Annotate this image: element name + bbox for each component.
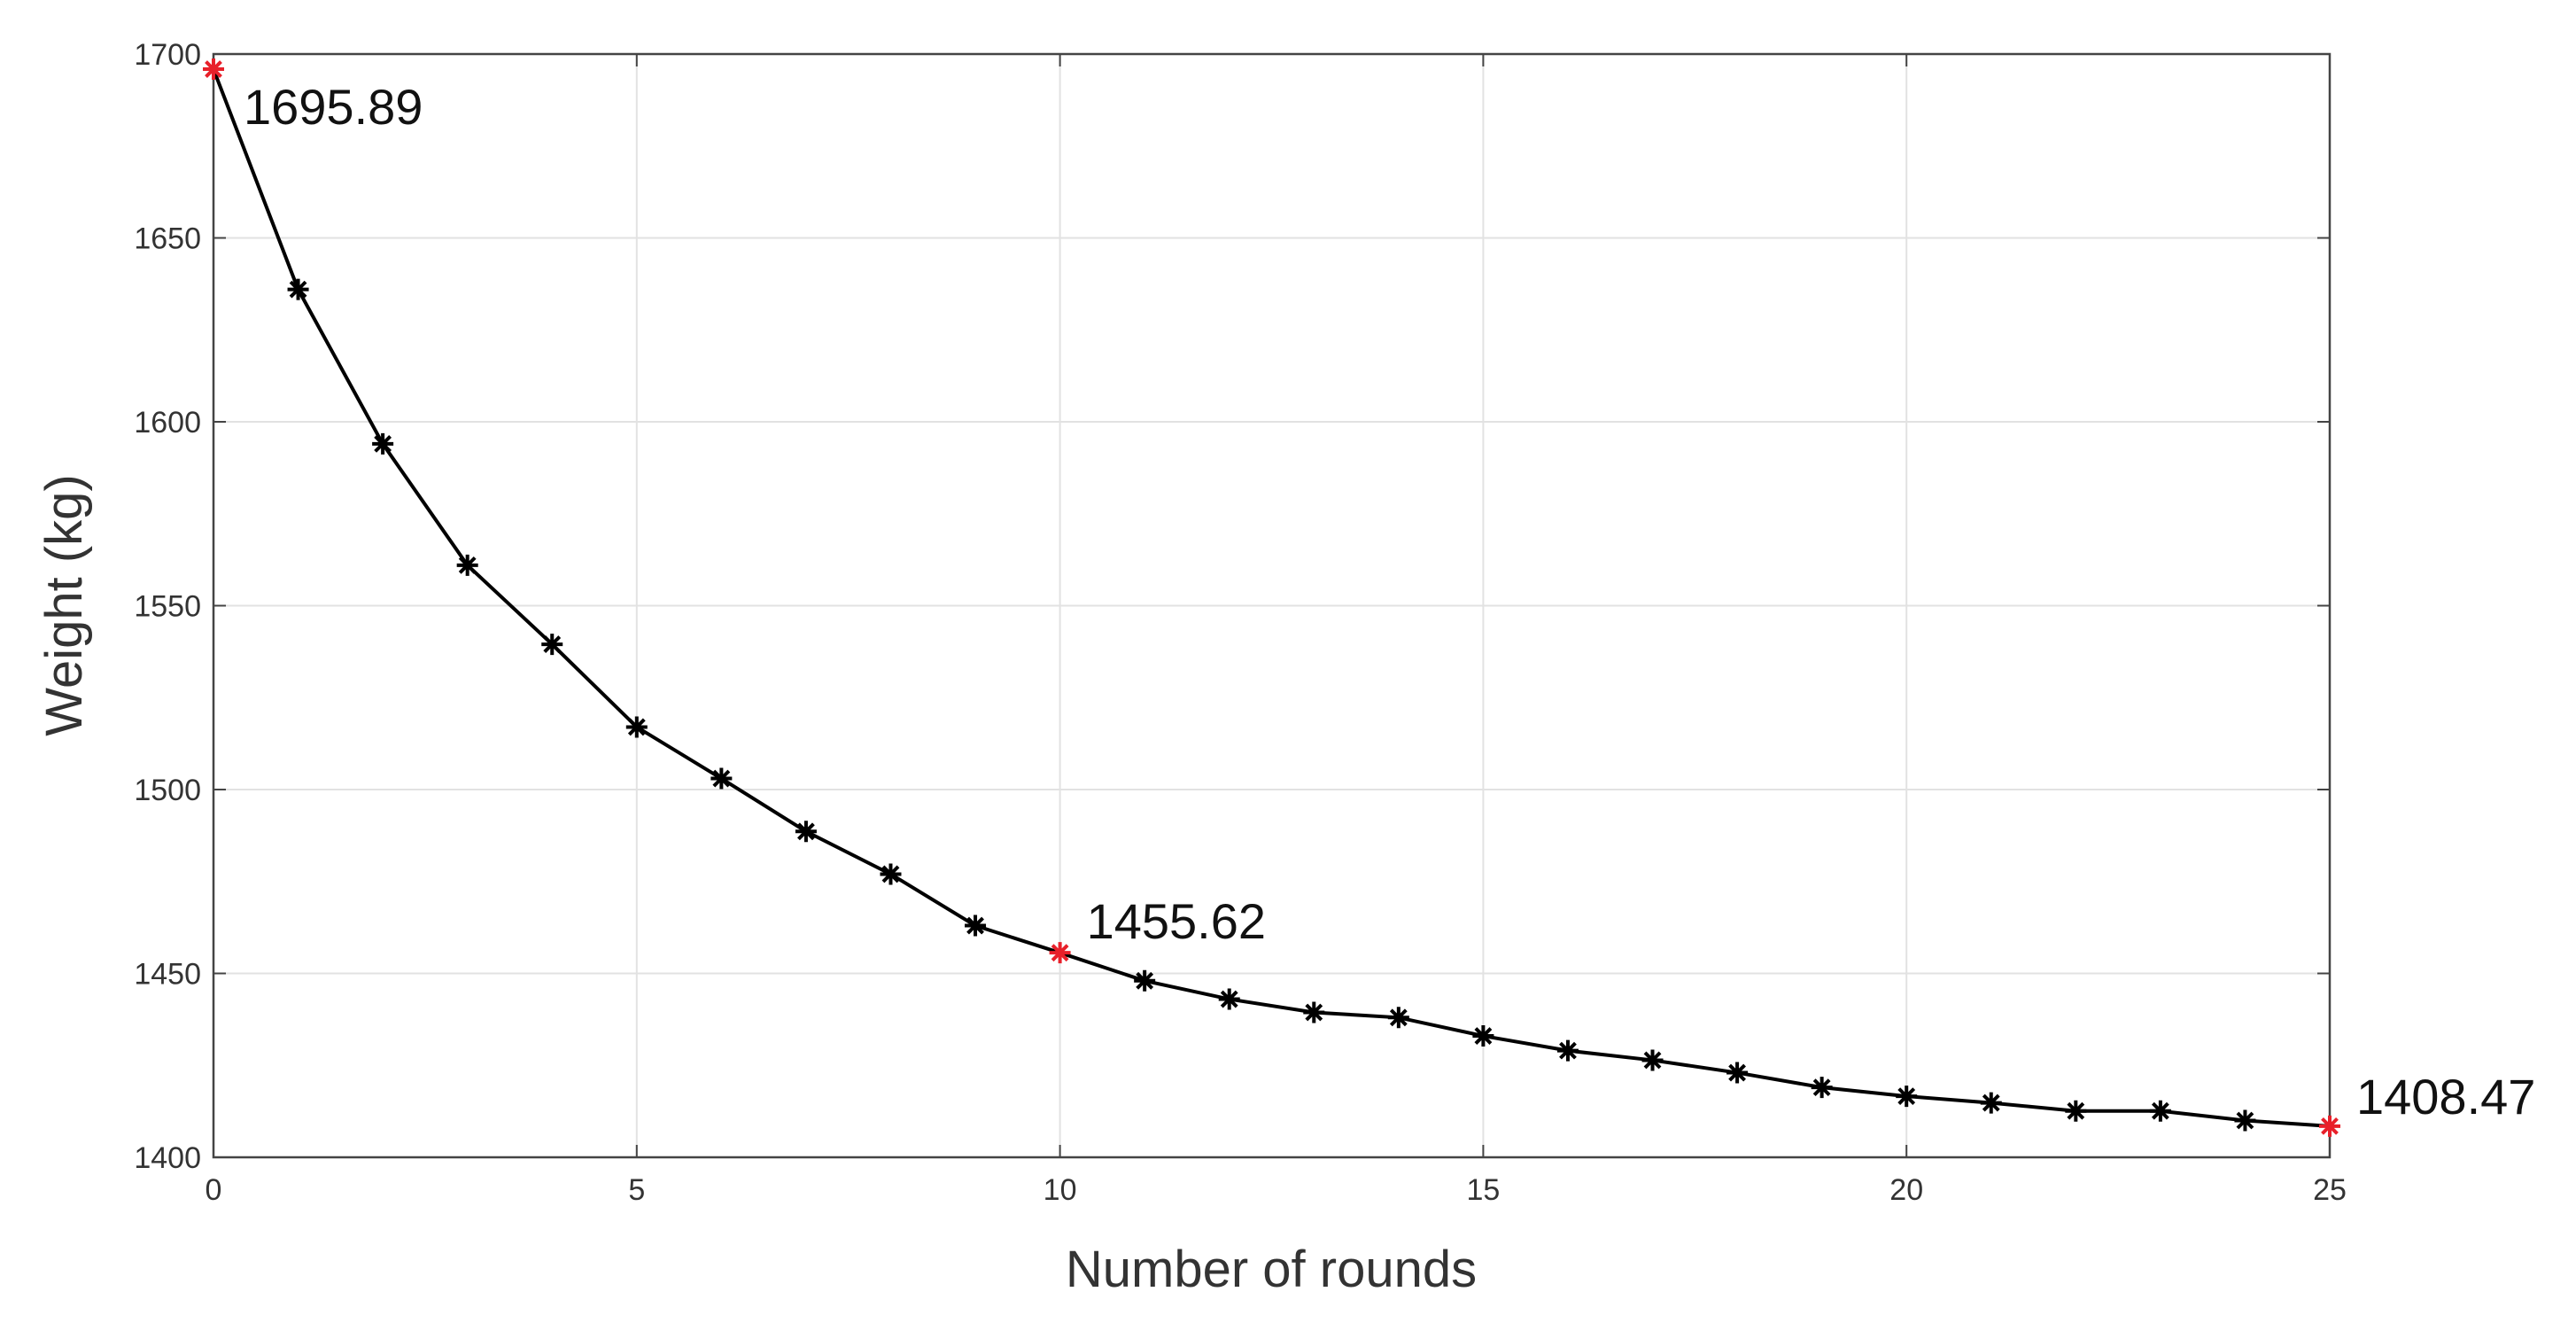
x-tick-label: 10 bbox=[1044, 1173, 1077, 1207]
marker bbox=[625, 716, 648, 738]
value-label: 1695.89 bbox=[244, 79, 423, 135]
marker bbox=[1472, 1025, 1494, 1047]
marker bbox=[541, 634, 563, 656]
x-tick-label: 0 bbox=[206, 1173, 222, 1207]
marker bbox=[456, 554, 478, 576]
highlight-marker bbox=[1049, 942, 1071, 964]
x-axis-label: Number of rounds bbox=[1066, 1241, 1477, 1298]
marker bbox=[1387, 1007, 1409, 1029]
marker bbox=[1896, 1086, 1918, 1108]
marker bbox=[287, 278, 309, 300]
marker bbox=[1218, 988, 1240, 1010]
marker bbox=[880, 863, 902, 885]
marker bbox=[2234, 1109, 2256, 1132]
marker bbox=[1811, 1077, 1833, 1099]
y-tick-label: 1650 bbox=[134, 222, 201, 256]
marker bbox=[1134, 969, 1156, 992]
plot-frame bbox=[212, 52, 2332, 1159]
marker bbox=[1980, 1092, 2002, 1114]
y-tick-label: 1550 bbox=[134, 590, 201, 624]
marker bbox=[1556, 1039, 1579, 1062]
value-label: 1408.47 bbox=[2356, 1069, 2535, 1125]
series-line bbox=[212, 68, 2331, 1128]
y-axis-label: Weight (kg) bbox=[35, 474, 93, 735]
y-tick-label: 1450 bbox=[134, 958, 201, 992]
y-tick-label: 1500 bbox=[134, 774, 201, 807]
marker bbox=[372, 432, 394, 455]
marker bbox=[2065, 1100, 2087, 1122]
x-tick-label: 15 bbox=[1466, 1173, 1500, 1207]
highlight-marker bbox=[203, 58, 224, 81]
x-tick-label: 20 bbox=[1889, 1173, 1923, 1207]
marker bbox=[1726, 1062, 1749, 1084]
marker bbox=[1641, 1049, 1664, 1071]
marker bbox=[2149, 1100, 2171, 1122]
value-label: 1455.62 bbox=[1087, 893, 1266, 949]
highlight-marker bbox=[2319, 1115, 2340, 1137]
y-tick-label: 1400 bbox=[134, 1141, 201, 1175]
marker bbox=[965, 914, 987, 937]
y-tick-label: 1700 bbox=[134, 38, 201, 72]
marker bbox=[1303, 1001, 1325, 1023]
x-tick-label: 5 bbox=[628, 1173, 645, 1207]
marker bbox=[795, 821, 817, 843]
marker bbox=[710, 767, 733, 790]
y-tick-label: 1600 bbox=[134, 406, 201, 440]
x-tick-label: 25 bbox=[2313, 1173, 2347, 1207]
